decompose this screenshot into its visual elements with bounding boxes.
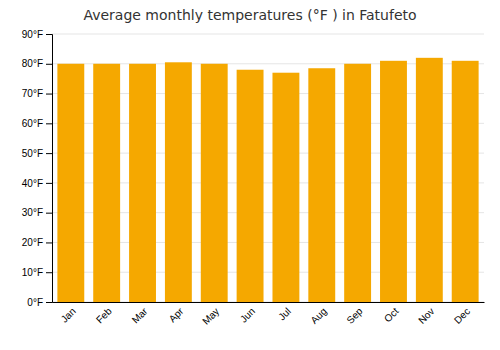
tick-mark [46, 34, 52, 35]
axis-line [53, 302, 485, 303]
bar [344, 64, 371, 302]
tick: Mar [130, 305, 150, 325]
tick: 70°F [22, 88, 52, 99]
tick-mark [46, 213, 52, 214]
bar [237, 70, 264, 302]
tick: Oct [382, 305, 401, 324]
tick-label: Jul [276, 306, 293, 323]
bar [93, 64, 120, 302]
grid [52, 34, 484, 302]
bar [452, 61, 479, 302]
tick-label: Feb [94, 305, 114, 325]
tick-label: Oct [382, 305, 401, 324]
tick-label: Dec [452, 306, 472, 326]
tick-label: Jan [59, 306, 78, 325]
tick-mark [46, 123, 52, 124]
chart: 0°F 10°F 20°F 30°F 40°F 50°F 60°F 70°F 80°F 90°F J… [0, 0, 500, 350]
tick-label: 10°F [22, 267, 43, 278]
tick-mark [46, 272, 52, 273]
tick-label: 20°F [22, 237, 43, 248]
bar [380, 61, 407, 302]
tick: 60°F [22, 118, 52, 129]
tick: 40°F [22, 178, 52, 189]
tick: 80°F [22, 58, 52, 69]
tick-label: Nov [416, 306, 436, 326]
bar [57, 64, 84, 302]
tick-label: Sep [344, 305, 365, 326]
tick-label: Apr [167, 305, 186, 324]
tick-label: 60°F [22, 118, 43, 129]
tick-mark [46, 94, 52, 95]
tick-mark [46, 183, 52, 184]
tick: Nov [416, 306, 436, 326]
tick: 50°F [22, 148, 52, 159]
tick-label: 70°F [22, 88, 43, 99]
tick: Jan [59, 306, 78, 325]
tick-label: 80°F [22, 58, 43, 69]
tick-label: May [200, 306, 221, 327]
y-axis: 0°F 10°F 20°F 30°F 40°F 50°F 60°F 70°F 80°F 90°F [22, 29, 53, 308]
tick: 0°F [27, 297, 52, 308]
plot: 0°F 10°F 20°F 30°F 40°F 50°F 60°F 70°F 80°F 90°F J… [22, 29, 485, 327]
axis-line [46, 35, 53, 303]
bar [272, 73, 299, 302]
tick-label: 0°F [27, 297, 43, 308]
tick-label: 40°F [22, 178, 43, 189]
bars [57, 58, 478, 302]
tick: 90°F [22, 29, 52, 40]
tick: Aug [308, 306, 328, 326]
bar [129, 64, 156, 302]
tick: 30°F [22, 207, 52, 218]
bar [201, 64, 228, 302]
bar [416, 58, 443, 302]
tick-label: Jun [238, 306, 257, 325]
title: Average monthly temperatures (°F ) in Fa… [83, 7, 416, 23]
tick-label: 50°F [22, 148, 43, 159]
x-axis: Jan Feb Mar Apr May Jun Jul Aug Sep Oct Nov Dec [53, 303, 485, 327]
tick-label: Aug [308, 306, 328, 326]
tick-label: 90°F [22, 29, 43, 40]
tick: Apr [167, 305, 186, 324]
tick: Jul [276, 306, 293, 323]
bar [165, 62, 192, 302]
bar [308, 68, 335, 302]
tick: Sep [344, 305, 365, 326]
tick-mark [46, 302, 52, 303]
tick: Feb [94, 305, 114, 325]
tick-label: Mar [130, 305, 150, 325]
tick-mark [46, 153, 52, 154]
grid-line [52, 34, 484, 35]
tick: Dec [452, 306, 472, 326]
tick: May [200, 306, 221, 327]
tick: Jun [238, 306, 257, 325]
tick: 10°F [22, 267, 52, 278]
tick: 20°F [22, 237, 52, 248]
tick-mark [46, 64, 52, 65]
tick-label: 30°F [22, 207, 43, 218]
tick-mark [46, 242, 52, 243]
